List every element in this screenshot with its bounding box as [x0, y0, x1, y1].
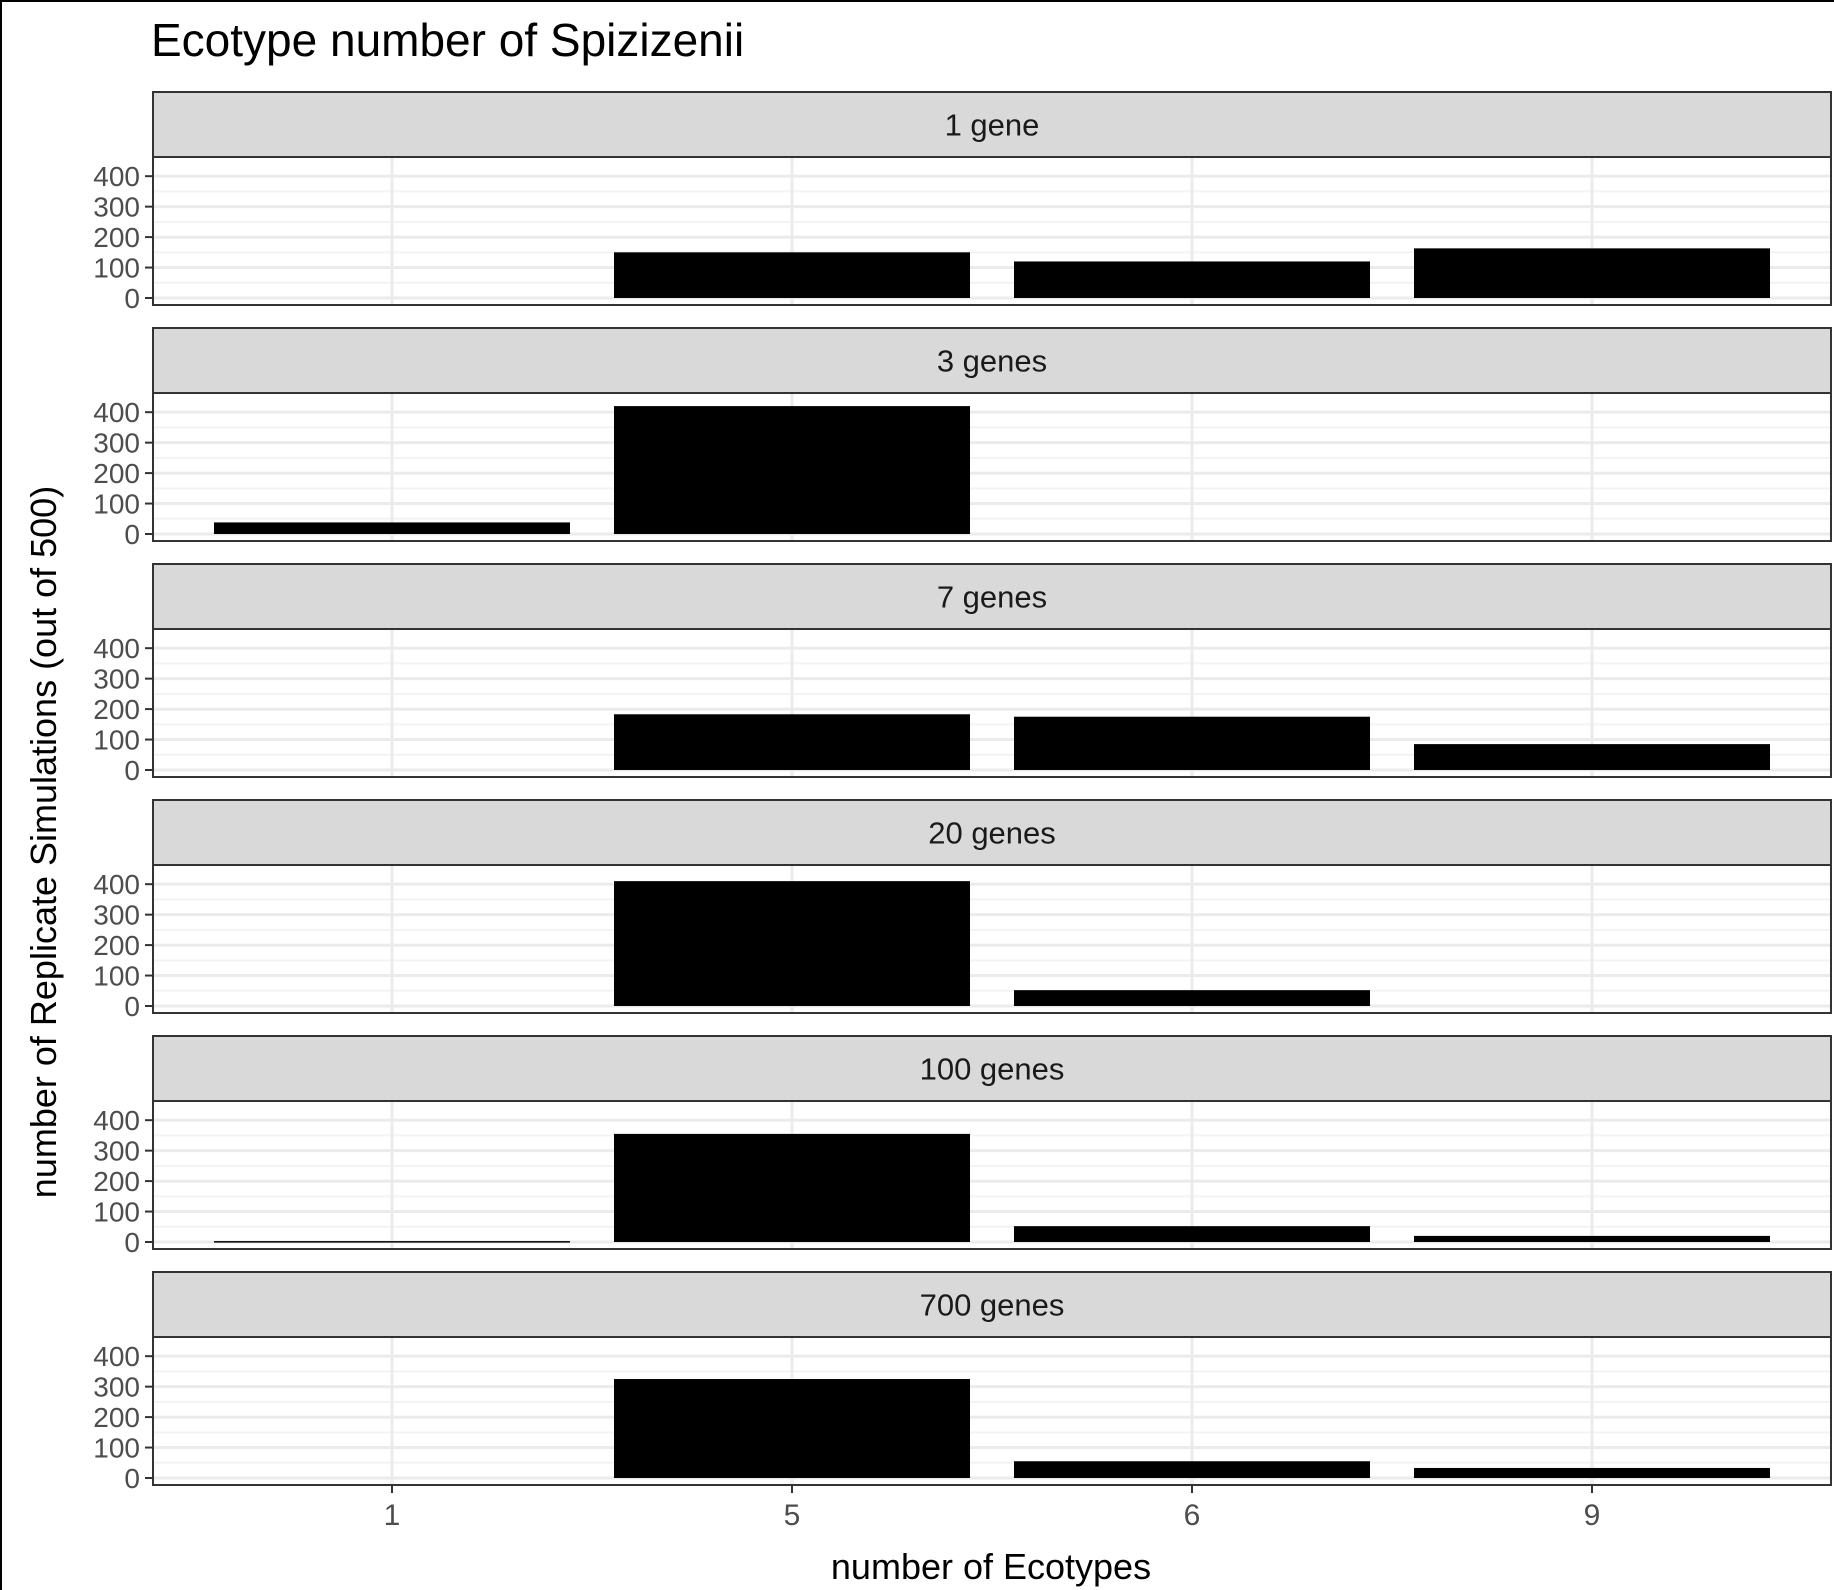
facet-strip-label: 1 gene	[945, 108, 1040, 143]
y-tick-label: 400	[93, 633, 140, 664]
y-tick-label: 300	[93, 900, 140, 931]
y-tick-label: 300	[93, 664, 140, 695]
panel-background	[153, 1337, 1831, 1485]
y-tick-label: 400	[93, 161, 140, 192]
image-border-top	[0, 0, 1834, 2]
y-tick-label: 0	[124, 991, 140, 1022]
bar	[614, 252, 970, 298]
y-axis-label: number of Replicate Simulations (out of …	[23, 486, 64, 1198]
bar	[214, 522, 570, 534]
panel-border	[152, 392, 1832, 542]
y-tick-label: 0	[124, 1463, 140, 1494]
y-tick-label: 100	[93, 253, 140, 284]
y-tick-label: 100	[93, 961, 140, 992]
x-tick-label: 5	[784, 1499, 801, 1532]
facet-strip	[152, 327, 1832, 394]
y-tick-label: 200	[93, 694, 140, 725]
y-tick-label: 0	[124, 1227, 140, 1258]
panel-border	[152, 628, 1832, 778]
facet-strip	[152, 1271, 1832, 1338]
panel-border	[152, 1100, 1832, 1250]
y-tick-label: 100	[93, 489, 140, 520]
y-tick-label: 200	[93, 1402, 140, 1433]
x-axis-label: number of Ecotypes	[831, 1546, 1151, 1587]
facet-strip	[152, 563, 1832, 630]
bar	[1014, 1226, 1370, 1242]
x-tick-label: 6	[1184, 1499, 1201, 1532]
y-tick-label: 300	[93, 428, 140, 459]
facet-strip-label: 3 genes	[937, 344, 1047, 379]
y-tick-label: 100	[93, 725, 140, 756]
bar	[1414, 248, 1770, 298]
bar	[1414, 1235, 1770, 1242]
y-tick-label: 400	[93, 869, 140, 900]
bar	[614, 714, 970, 770]
panel-border	[152, 1336, 1832, 1486]
bar	[614, 406, 970, 534]
panel-background	[153, 1101, 1831, 1249]
y-tick-label: 200	[93, 1166, 140, 1197]
bar	[614, 1133, 970, 1242]
panel-background	[153, 393, 1831, 541]
y-tick-label: 300	[93, 192, 140, 223]
x-tick-label: 9	[1584, 1499, 1601, 1532]
facet-strip	[152, 799, 1832, 866]
y-tick-label: 300	[93, 1372, 140, 1403]
bar	[1014, 716, 1370, 770]
y-tick-label: 200	[93, 930, 140, 961]
y-tick-label: 0	[124, 283, 140, 314]
bar	[614, 881, 970, 1006]
y-tick-label: 200	[93, 458, 140, 489]
facet-strip-label: 700 genes	[920, 1288, 1065, 1323]
bar	[1014, 261, 1370, 298]
bar	[1014, 1461, 1370, 1478]
y-tick-label: 400	[93, 397, 140, 428]
chart-title: Ecotype number of Spizizenii	[151, 14, 744, 66]
facet-strip-label: 100 genes	[920, 1052, 1065, 1087]
bar	[214, 1241, 570, 1243]
panel-background	[153, 865, 1831, 1013]
y-tick-label: 200	[93, 222, 140, 253]
bar	[614, 1379, 970, 1478]
y-tick-label: 300	[93, 1136, 140, 1167]
panel-border	[152, 156, 1832, 306]
panel-border	[152, 864, 1832, 1014]
y-tick-label: 100	[93, 1197, 140, 1228]
image-border-left	[0, 0, 2, 1590]
facet-strip-label: 20 genes	[928, 816, 1056, 851]
bar	[1414, 1467, 1770, 1478]
y-tick-label: 0	[124, 755, 140, 786]
bar	[1014, 990, 1370, 1006]
facet-strip	[152, 1035, 1832, 1102]
y-tick-label: 0	[124, 519, 140, 550]
facet-strip-label: 7 genes	[937, 580, 1047, 615]
y-tick-label: 400	[93, 1341, 140, 1372]
bar	[1414, 744, 1770, 770]
y-tick-label: 100	[93, 1433, 140, 1464]
facet-strip	[152, 91, 1832, 158]
x-tick-label: 1	[384, 1499, 401, 1532]
y-tick-label: 400	[93, 1105, 140, 1136]
